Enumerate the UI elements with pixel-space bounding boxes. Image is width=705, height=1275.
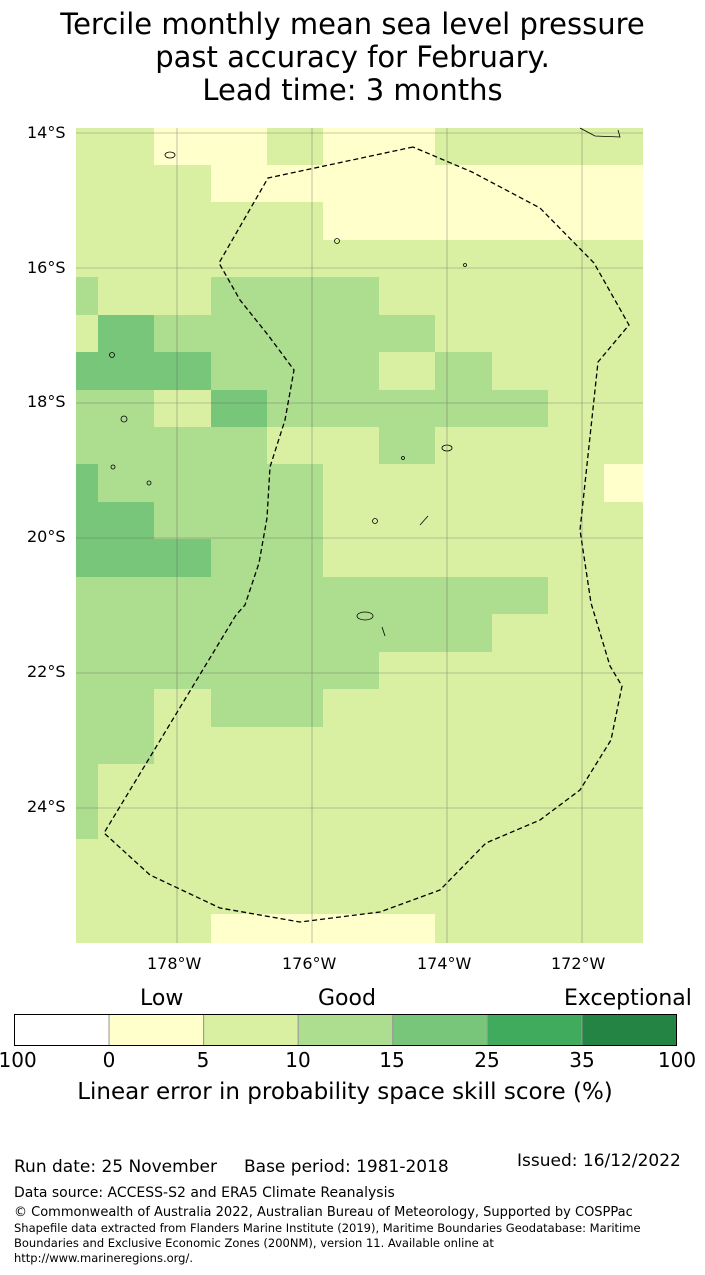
- run-date: Run date: 25 November: [14, 1157, 217, 1177]
- data-source: Data source: ACCESS-S2 and ERA5 Climate …: [14, 1185, 395, 1201]
- lon-label: 178°W: [147, 954, 202, 973]
- colorbar: [14, 1014, 678, 1046]
- high-skill-cells: [76, 315, 267, 577]
- colorbar-swatch: [581, 1014, 678, 1046]
- title-line-2: past accuracy for February.: [155, 40, 550, 74]
- gridlines: [76, 128, 643, 943]
- good-skill-cells: [76, 277, 548, 839]
- colorbar-swatch: [203, 1014, 299, 1046]
- shapefile-credit: http://www.marineregions.org/.: [14, 1251, 193, 1265]
- colorbar-category: Exceptional: [564, 986, 692, 1011]
- lon-label: 176°W: [282, 954, 337, 973]
- title-line-3: Lead time: 3 months: [202, 73, 503, 107]
- lat-label: 22°S: [27, 662, 66, 681]
- lat-label: 16°S: [27, 258, 66, 277]
- islands: [109, 127, 621, 637]
- lat-label: 24°S: [27, 797, 66, 816]
- colorbar-tick: 25: [474, 1048, 500, 1072]
- title-line-1: Tercile monthly mean sea level pressure: [60, 7, 645, 41]
- eez-boundary: [103, 146, 630, 923]
- chart-title: Tercile monthly mean sea level pressure …: [0, 8, 705, 107]
- colorbar-swatch: [108, 1014, 205, 1046]
- copyright: © Commonwealth of Australia 2022, Austra…: [14, 1205, 633, 1220]
- colorbar-tick: 0: [102, 1048, 116, 1072]
- colorbar-swatch: [297, 1014, 394, 1046]
- colorbar-swatch: [486, 1014, 583, 1046]
- colorbar-tick: 10: [285, 1048, 311, 1072]
- base-period: Base period: 1981-2018: [244, 1157, 449, 1177]
- colorbar-tick: 35: [569, 1048, 595, 1072]
- colorbar-swatch: [14, 1014, 110, 1046]
- colorbar-tick: -100: [0, 1048, 37, 1072]
- colorbar-tick: 100: [657, 1048, 697, 1072]
- colorbar-tick: 15: [379, 1048, 405, 1072]
- colorbar-tick: 5: [196, 1048, 210, 1072]
- colorbar-label: Linear error in probability space skill …: [77, 1079, 613, 1105]
- lat-label: 20°S: [27, 527, 66, 546]
- issued-date: Issued: 16/12/2022: [517, 1151, 681, 1171]
- colorbar-swatch: [392, 1014, 488, 1046]
- shapefile-credit: Boundaries and Exclusive Economic Zones …: [14, 1236, 494, 1250]
- lon-label: 174°W: [417, 954, 472, 973]
- colorbar-category: Good: [318, 986, 376, 1011]
- map: [76, 127, 643, 943]
- lat-label: 18°S: [27, 392, 66, 411]
- colorbar-category: Low: [140, 986, 184, 1011]
- shapefile-credit: Shapefile data extracted from Flanders M…: [14, 1221, 641, 1235]
- lat-label: 14°S: [27, 123, 66, 142]
- lon-label: 172°W: [551, 954, 606, 973]
- low-skill-cells: [154, 128, 643, 943]
